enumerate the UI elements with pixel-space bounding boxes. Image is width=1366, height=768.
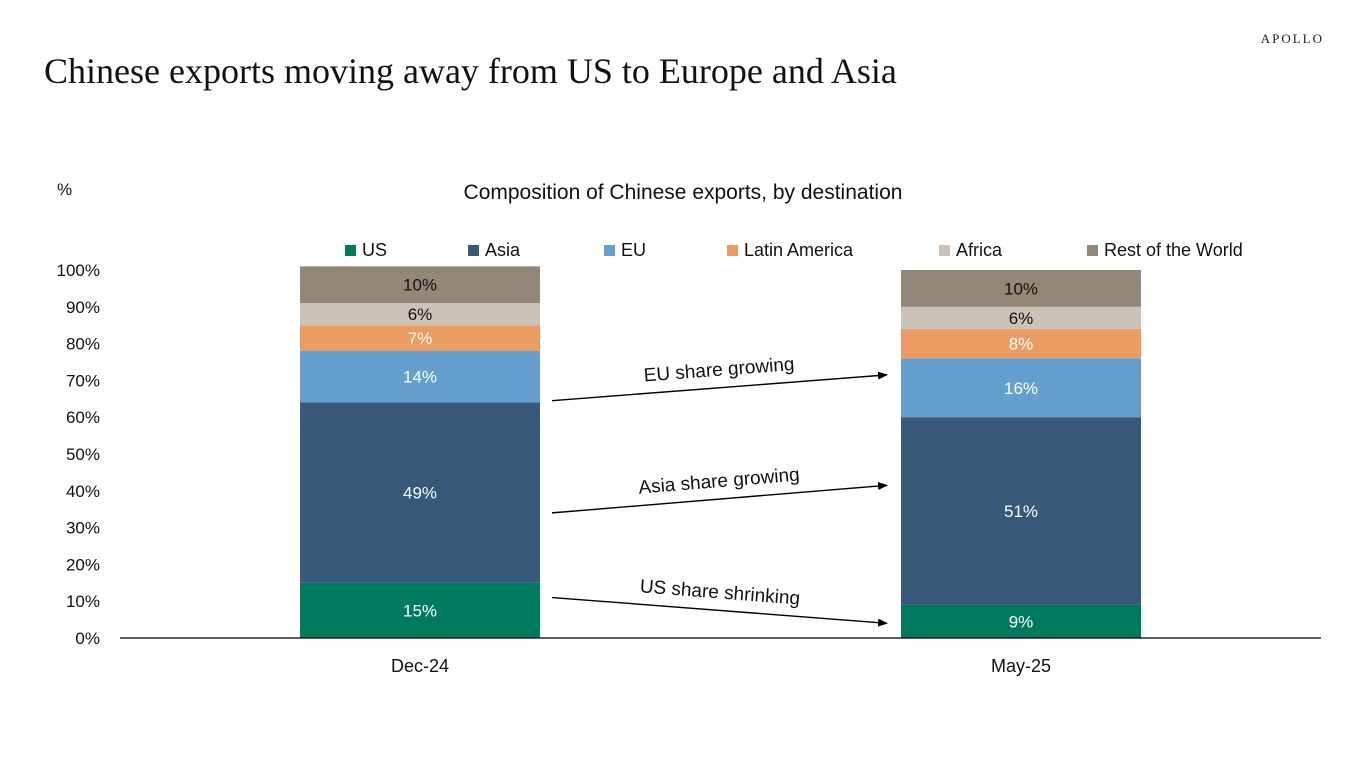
page-headline: Chinese exports moving away from US to E… <box>44 51 897 91</box>
data-label: 16% <box>1004 379 1038 398</box>
legend-item-latin-america: Latin America <box>727 240 853 261</box>
data-label: 8% <box>1009 335 1034 354</box>
annotation-text: US share shrinking <box>639 576 801 609</box>
data-label: 9% <box>1009 612 1034 631</box>
legend-label: EU <box>621 240 647 260</box>
apollo-logo: APOLLO <box>1260 31 1324 46</box>
legend-item-eu: EU <box>604 240 646 261</box>
bar-segment-eu-may-25 <box>901 358 1141 418</box>
chart-title: Composition of Chinese exports, by desti… <box>463 181 903 204</box>
x-tick-label: May-25 <box>991 656 1051 676</box>
bar-segment-asia-may-25 <box>901 417 1141 605</box>
y-tick-label: 40% <box>66 482 100 501</box>
data-label: 6% <box>408 305 433 324</box>
data-label: 15% <box>403 601 437 620</box>
annotation-arrow <box>551 371 888 402</box>
bar-segment-africa-may-25 <box>901 306 1141 329</box>
data-label: 51% <box>1004 502 1038 521</box>
bar-segment-eu-dec-24 <box>300 350 540 403</box>
legend-label: US <box>362 240 388 260</box>
data-label: 14% <box>403 368 437 387</box>
legend-swatch <box>1087 245 1098 256</box>
data-label: 6% <box>1009 309 1034 328</box>
legend-item-asia: Asia <box>468 240 520 261</box>
annotation-text: EU share growing <box>643 354 795 387</box>
bar-segment-us-dec-24 <box>300 582 540 638</box>
data-label: 49% <box>403 484 437 503</box>
bar-segment-rest-of-the-world-dec-24 <box>300 266 540 304</box>
legend-swatch <box>727 245 738 256</box>
y-tick-label: 90% <box>66 298 100 317</box>
annotation-text: Asia share growing <box>638 464 801 498</box>
x-tick-label: Dec-24 <box>391 656 449 676</box>
y-tick-label: 0% <box>75 629 100 648</box>
annotation-arrow <box>551 482 888 514</box>
legend-label: Asia <box>485 240 521 260</box>
bar-segment-latin-america-may-25 <box>901 328 1141 359</box>
bar-segment-africa-dec-24 <box>300 303 540 326</box>
bar-segment-asia-dec-24 <box>300 402 540 583</box>
bar-segment-us-may-25 <box>901 604 1141 638</box>
y-tick-label: 20% <box>66 555 100 574</box>
legend-label: Rest of the World <box>1104 240 1243 260</box>
y-tick-label: 70% <box>66 371 100 390</box>
legend-item-africa: Africa <box>939 240 1002 261</box>
data-label: 10% <box>1004 279 1038 298</box>
y-tick-label: 30% <box>66 519 100 538</box>
bar-segment-latin-america-dec-24 <box>300 325 540 351</box>
data-label: 7% <box>408 329 433 348</box>
legend-item-rest-of-the-world: Rest of the World <box>1087 240 1243 261</box>
y-axis-unit-label: % <box>57 180 73 199</box>
legend-label: Africa <box>956 240 1003 260</box>
legend-item-us: US <box>345 240 387 261</box>
legend-swatch <box>939 245 950 256</box>
y-tick-label: 80% <box>66 335 100 354</box>
y-tick-label: 50% <box>66 445 100 464</box>
y-tick-label: 10% <box>66 592 100 611</box>
legend-label: Latin America <box>744 240 854 260</box>
legend-swatch <box>345 245 356 256</box>
annotation-arrow <box>551 596 888 627</box>
legend-swatch <box>468 245 479 256</box>
bar-segment-rest-of-the-world-may-25 <box>901 270 1141 307</box>
y-tick-label: 60% <box>66 408 100 427</box>
legend-swatch <box>604 245 615 256</box>
y-tick-label: 100% <box>57 261 100 280</box>
data-label: 10% <box>403 276 437 295</box>
chart-legend: US Asia EU Latin America Africa Rest of the W… <box>0 240 1366 264</box>
